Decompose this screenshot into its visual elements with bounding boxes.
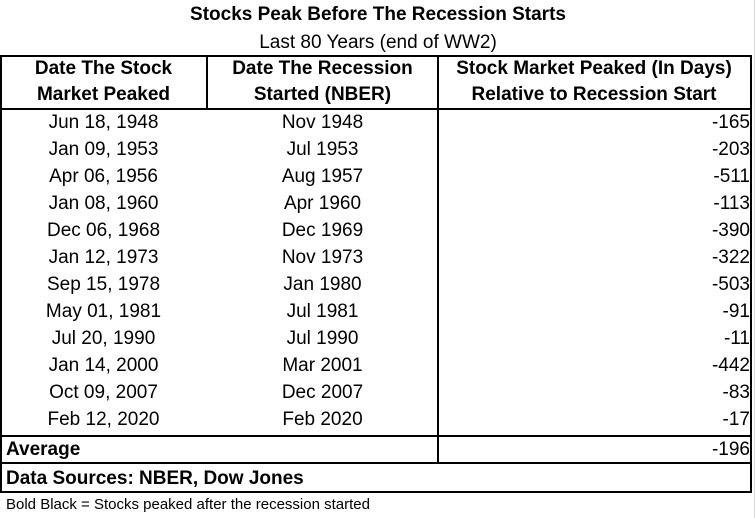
table-row: May 01, 1981 Jul 1981 -91	[0, 298, 756, 325]
cell-stock-peak: Jul 20, 1990	[51, 328, 156, 349]
cell-stock-peak: Jan 12, 1973	[48, 247, 159, 268]
table-row: Oct 09, 2007 Dec 2007 -83	[0, 379, 756, 406]
cell-stock-peak: Jan 14, 2000	[48, 355, 159, 376]
border-header-bottom	[0, 108, 752, 110]
cell-days-relative: -17	[722, 409, 750, 430]
cell-stock-peak: Apr 06, 1956	[49, 166, 158, 187]
header-recession-start-line1: Date The Recession	[232, 58, 413, 79]
table-row: Jan 09, 1953 Jul 1953 -203	[0, 136, 756, 163]
cell-stock-peak: Dec 06, 1968	[46, 220, 161, 241]
header-days-relative: Stock Market Peaked (In Days) Relative t…	[438, 56, 750, 108]
average-value: -196	[711, 439, 750, 460]
cell-stock-peak: Feb 12, 2020	[47, 409, 160, 430]
cell-recession-start: Jan 1980	[283, 274, 362, 295]
table-row: Apr 06, 1956 Aug 1957 -511	[0, 163, 756, 190]
table-row: Jan 12, 1973 Nov 1973 -322	[0, 244, 756, 271]
cell-recession-start: Jul 1953	[286, 139, 359, 160]
border-col1-col2	[206, 55, 208, 108]
cell-stock-peak: Oct 09, 2007	[49, 382, 158, 403]
border-right	[750, 55, 752, 492]
cell-recession-start: Jul 1981	[286, 301, 359, 322]
cell-recession-start: Apr 1960	[283, 193, 362, 214]
header-days-relative-line2: Relative to Recession Start	[471, 84, 717, 105]
cell-days-relative: -442	[711, 355, 750, 376]
cell-days-relative: -83	[722, 382, 750, 403]
cell-stock-peak: Jun 18, 1948	[48, 112, 159, 133]
table-row: Jan 14, 2000 Mar 2001 -442	[0, 352, 756, 379]
table-row: Jan 08, 1960 Apr 1960 -113	[0, 190, 756, 217]
cell-days-relative: -11	[723, 328, 750, 349]
data-sources: Data Sources: NBER, Dow Jones	[6, 468, 304, 489]
border-col2-col3	[437, 55, 439, 463]
table-row: Feb 12, 2020 Feb 2020 -17	[0, 406, 756, 433]
cell-days-relative: -91	[722, 301, 750, 322]
cell-days-relative: -322	[711, 247, 750, 268]
border-header-top	[0, 55, 752, 57]
cell-recession-start: Jul 1990	[286, 328, 359, 349]
cell-days-relative: -165	[711, 112, 750, 133]
header-stock-peak: Date The Stock Market Peaked	[0, 56, 207, 108]
table-row: Jun 18, 1948 Nov 1948 -165	[0, 109, 756, 136]
cell-days-relative: -511	[713, 166, 750, 187]
cell-recession-start: Nov 1973	[281, 247, 364, 268]
cell-days-relative: -113	[713, 193, 750, 214]
cell-recession-start: Dec 1969	[281, 220, 364, 241]
cell-days-relative: -203	[711, 139, 750, 160]
header-recession-start-line2: Started (NBER)	[253, 84, 392, 105]
cell-recession-start: Aug 1957	[281, 166, 364, 187]
border-left	[0, 55, 2, 492]
table-row: Dec 06, 1968 Dec 1969 -390	[0, 217, 756, 244]
header-stock-peak-line1: Date The Stock	[34, 58, 173, 79]
cell-days-relative: -503	[711, 274, 750, 295]
cell-stock-peak: May 01, 1981	[45, 301, 162, 322]
cell-recession-start: Dec 2007	[281, 382, 364, 403]
cell-stock-peak: Jan 08, 1960	[48, 193, 159, 214]
border-sources-bottom	[0, 491, 752, 493]
table-subtitle: Last 80 Years (end of WW2)	[259, 32, 497, 53]
cell-recession-start: Mar 2001	[282, 355, 363, 376]
table-row: Sep 15, 1978 Jan 1980 -503	[0, 271, 756, 298]
cell-stock-peak: Jan 09, 1953	[48, 139, 159, 160]
legend-note: Bold Black = Stocks peaked after the rec…	[6, 496, 370, 513]
cell-stock-peak: Sep 15, 1978	[46, 274, 161, 295]
header-days-relative-line1: Stock Market Peaked (In Days)	[456, 58, 732, 79]
table-title: Stocks Peak Before The Recession Starts	[190, 4, 566, 25]
border-average-top	[0, 435, 752, 437]
border-average-bottom	[0, 462, 752, 464]
gridline-right	[754, 0, 755, 518]
header-stock-peak-line2: Market Peaked	[36, 84, 171, 105]
cell-recession-start: Nov 1948	[281, 112, 364, 133]
cell-recession-start: Feb 2020	[282, 409, 363, 430]
table-row: Jul 20, 1990 Jul 1990 -11	[0, 325, 756, 352]
header-recession-start: Date The Recession Started (NBER)	[207, 56, 438, 108]
cell-days-relative: -390	[711, 220, 750, 241]
average-label: Average	[6, 439, 81, 460]
